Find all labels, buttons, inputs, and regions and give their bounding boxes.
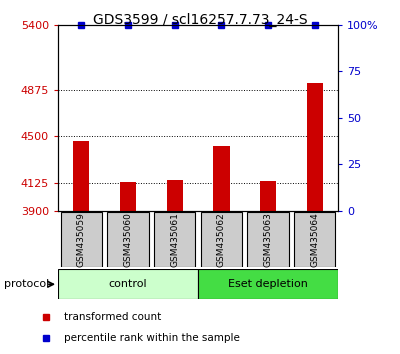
Bar — [213, 146, 230, 211]
Text: Eset depletion: Eset depletion — [228, 279, 308, 289]
Text: GSM435059: GSM435059 — [77, 212, 86, 267]
Bar — [201, 212, 242, 267]
Text: GSM435060: GSM435060 — [124, 212, 132, 267]
Bar — [73, 141, 90, 211]
Bar — [120, 182, 136, 211]
Bar — [306, 83, 323, 211]
Bar — [108, 212, 148, 267]
Bar — [198, 269, 338, 299]
Text: transformed count: transformed count — [64, 312, 161, 322]
Bar — [166, 180, 183, 211]
Text: GSM435062: GSM435062 — [217, 212, 226, 267]
Bar — [248, 212, 288, 267]
Bar — [294, 212, 335, 267]
Text: GSM435063: GSM435063 — [264, 212, 272, 267]
Bar — [260, 181, 276, 211]
Text: GSM435061: GSM435061 — [170, 212, 179, 267]
Bar — [61, 212, 102, 267]
Text: protocol: protocol — [4, 279, 49, 289]
Text: GDS3599 / scl16257.7.73_24-S: GDS3599 / scl16257.7.73_24-S — [93, 12, 307, 27]
Text: control: control — [109, 279, 147, 289]
Text: percentile rank within the sample: percentile rank within the sample — [64, 333, 240, 343]
Text: GSM435064: GSM435064 — [310, 212, 319, 267]
Bar — [154, 212, 195, 267]
Bar — [58, 269, 198, 299]
